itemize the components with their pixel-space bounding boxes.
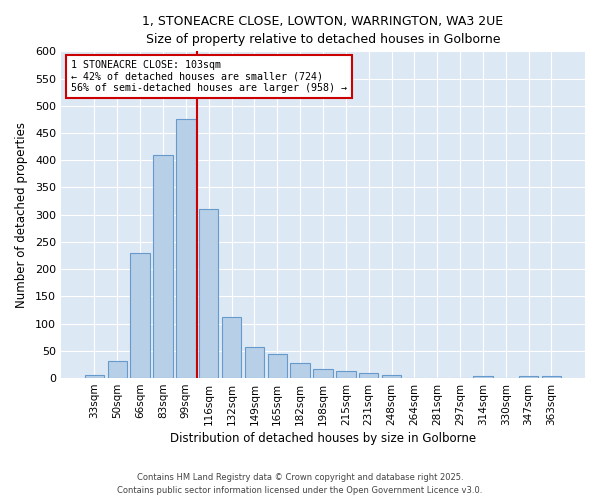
Bar [473,376,493,378]
Bar [336,371,356,378]
Bar [519,376,538,378]
Bar [176,120,196,378]
Bar [85,376,104,378]
Bar [268,354,287,378]
Y-axis label: Number of detached properties: Number of detached properties [15,122,28,308]
Title: 1, STONEACRE CLOSE, LOWTON, WARRINGTON, WA3 2UE
Size of property relative to det: 1, STONEACRE CLOSE, LOWTON, WARRINGTON, … [142,15,503,46]
Bar [107,360,127,378]
Bar [290,364,310,378]
Text: Contains HM Land Registry data © Crown copyright and database right 2025.
Contai: Contains HM Land Registry data © Crown c… [118,474,482,495]
Bar [130,253,150,378]
Bar [359,372,379,378]
Bar [154,155,173,378]
Bar [542,376,561,378]
Bar [199,210,218,378]
Text: 1 STONEACRE CLOSE: 103sqm
← 42% of detached houses are smaller (724)
56% of semi: 1 STONEACRE CLOSE: 103sqm ← 42% of detac… [71,60,347,92]
Bar [222,317,241,378]
Bar [245,347,264,378]
Bar [313,370,332,378]
Bar [382,376,401,378]
X-axis label: Distribution of detached houses by size in Golborne: Distribution of detached houses by size … [170,432,476,445]
